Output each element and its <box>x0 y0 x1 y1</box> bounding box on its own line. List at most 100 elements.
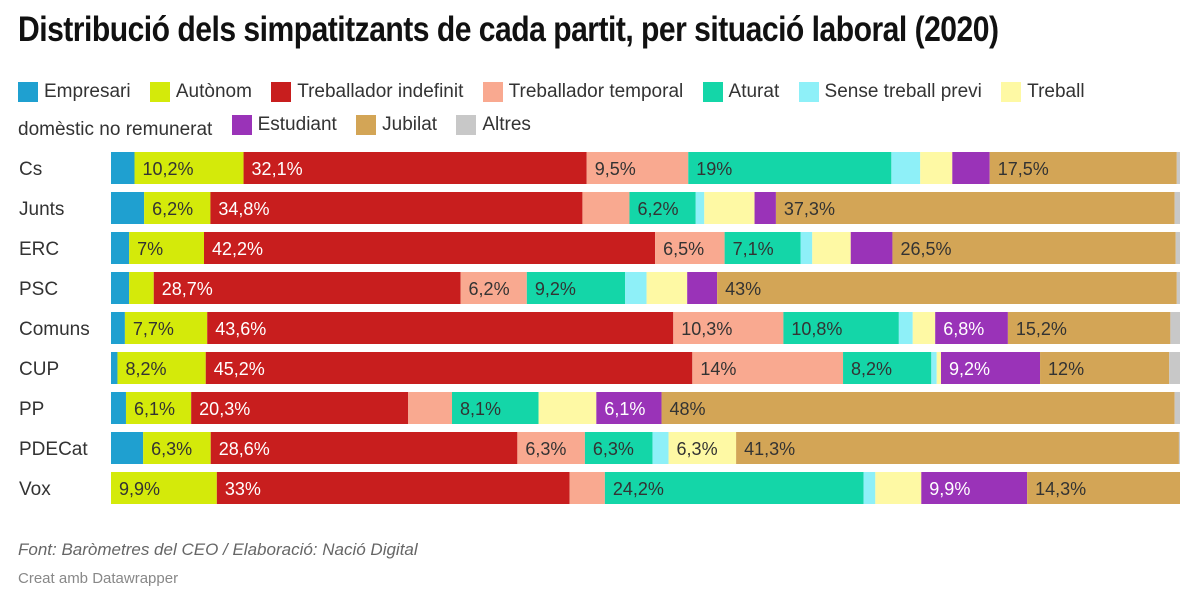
legend-label: Sense treball previ <box>824 81 982 102</box>
data-label: 34,8% <box>218 199 269 219</box>
bar-segment <box>111 232 130 264</box>
bar-segment <box>538 392 597 424</box>
bar-segment <box>134 152 244 184</box>
legend-item-aturat: Aturat <box>702 78 779 106</box>
data-label: 6,1% <box>604 399 645 419</box>
bar-segment <box>111 192 145 224</box>
bar-segment <box>129 232 204 264</box>
bar-segment <box>843 352 932 384</box>
data-label: 6,5% <box>663 239 704 259</box>
bar-segment <box>646 272 688 304</box>
data-label: 6,2% <box>637 199 678 219</box>
bar-segment <box>216 472 570 504</box>
data-label: 9,5% <box>595 159 636 179</box>
bar-segment <box>800 232 813 264</box>
bar-segment <box>935 312 1008 344</box>
data-label: 26,5% <box>900 239 951 259</box>
bar-segment <box>736 432 1179 464</box>
legend-item-jubilat: Jubilat <box>356 111 437 139</box>
data-label: 43,6% <box>215 319 266 339</box>
data-label: 41,3% <box>744 439 795 459</box>
legend-swatch <box>456 115 477 135</box>
data-label: 9,9% <box>929 479 970 499</box>
bar-segment <box>775 192 1175 224</box>
data-label: 10,2% <box>143 159 194 179</box>
bar-segment <box>205 352 693 384</box>
legend-item-autonom: Autònom <box>149 78 252 106</box>
data-label: 6,2% <box>469 279 510 299</box>
bar-segment <box>1176 152 1180 184</box>
legend-label: Empresari <box>44 81 131 102</box>
bar-segment <box>692 352 844 384</box>
legend-label: Altres <box>482 114 531 135</box>
data-label: 48% <box>670 399 706 419</box>
category-label: PP <box>19 399 44 420</box>
legend-item-treballador-indefinit: Treballador indefinit <box>271 78 463 106</box>
bar-segment <box>875 472 922 504</box>
bar-segment <box>898 312 913 344</box>
legend-swatch <box>271 82 292 102</box>
bar-segment <box>863 472 876 504</box>
bar-segment <box>1169 352 1180 384</box>
bar-segment <box>989 152 1177 184</box>
bar-segment <box>584 432 653 464</box>
data-label: 6,3% <box>525 439 566 459</box>
bar-segment <box>117 352 206 384</box>
bar-segment <box>153 272 461 304</box>
bar-segment <box>1027 472 1180 504</box>
bar-segment <box>124 312 208 344</box>
bar-segment <box>687 272 718 304</box>
data-label: 8,2% <box>125 359 166 379</box>
bar-segment <box>143 432 211 464</box>
chart-legend: Empresari Autònom Treballador indefinit … <box>18 78 1188 144</box>
bar-segment <box>931 352 937 384</box>
category-label: ERC <box>19 239 59 260</box>
data-label: 9,2% <box>949 359 990 379</box>
bar-segment <box>892 232 1176 264</box>
bar-segment <box>1007 312 1171 344</box>
bar-segment <box>891 152 921 184</box>
bar-segment <box>652 432 669 464</box>
bar-segment <box>921 472 1028 504</box>
bar-segment <box>920 152 953 184</box>
data-label: 24,2% <box>613 479 664 499</box>
legend-label: Estudiant <box>257 114 337 135</box>
bar-segment <box>125 392 192 424</box>
bar-segment <box>210 192 583 224</box>
data-label: 10,3% <box>681 319 732 339</box>
bar-segment <box>210 432 518 464</box>
data-label: 6,8% <box>943 319 984 339</box>
legend-label: Jubilat <box>382 114 438 135</box>
legend-item-treballador-temporal: Treballador temporal <box>482 78 683 106</box>
data-label: 12% <box>1048 359 1084 379</box>
legend-item-altres: Altres <box>456 111 531 139</box>
legend-swatch <box>356 115 377 135</box>
bar-segment <box>704 192 755 224</box>
bar-segment <box>661 392 1175 424</box>
bar-segment <box>688 152 892 184</box>
data-label: 6,1% <box>134 399 175 419</box>
legend-swatch <box>231 115 252 135</box>
category-label: CUP <box>19 359 59 380</box>
bar-segment <box>812 232 851 264</box>
data-label: 6,3% <box>593 439 634 459</box>
bar-segment <box>604 472 864 504</box>
bar-segment <box>1040 352 1170 384</box>
data-label: 15,2% <box>1016 319 1067 339</box>
legend-item-estudiant: Estudiant <box>231 111 337 139</box>
legend-item-treball-domestic: Treball <box>1001 78 1085 106</box>
category-label: Cs <box>19 159 42 180</box>
bar-segment <box>111 352 118 384</box>
bar-segment <box>517 432 585 464</box>
legend-swatch <box>702 82 723 102</box>
bar-segment <box>111 312 125 344</box>
data-label: 6,2% <box>152 199 193 219</box>
bar-segment <box>783 312 899 344</box>
bar-segment <box>586 152 689 184</box>
category-label: PDECat <box>19 439 88 460</box>
bar-segment <box>952 152 990 184</box>
legend-label: domèstic no remunerat <box>18 119 213 140</box>
data-label: 7,1% <box>733 239 774 259</box>
bar-segment <box>717 272 1177 304</box>
